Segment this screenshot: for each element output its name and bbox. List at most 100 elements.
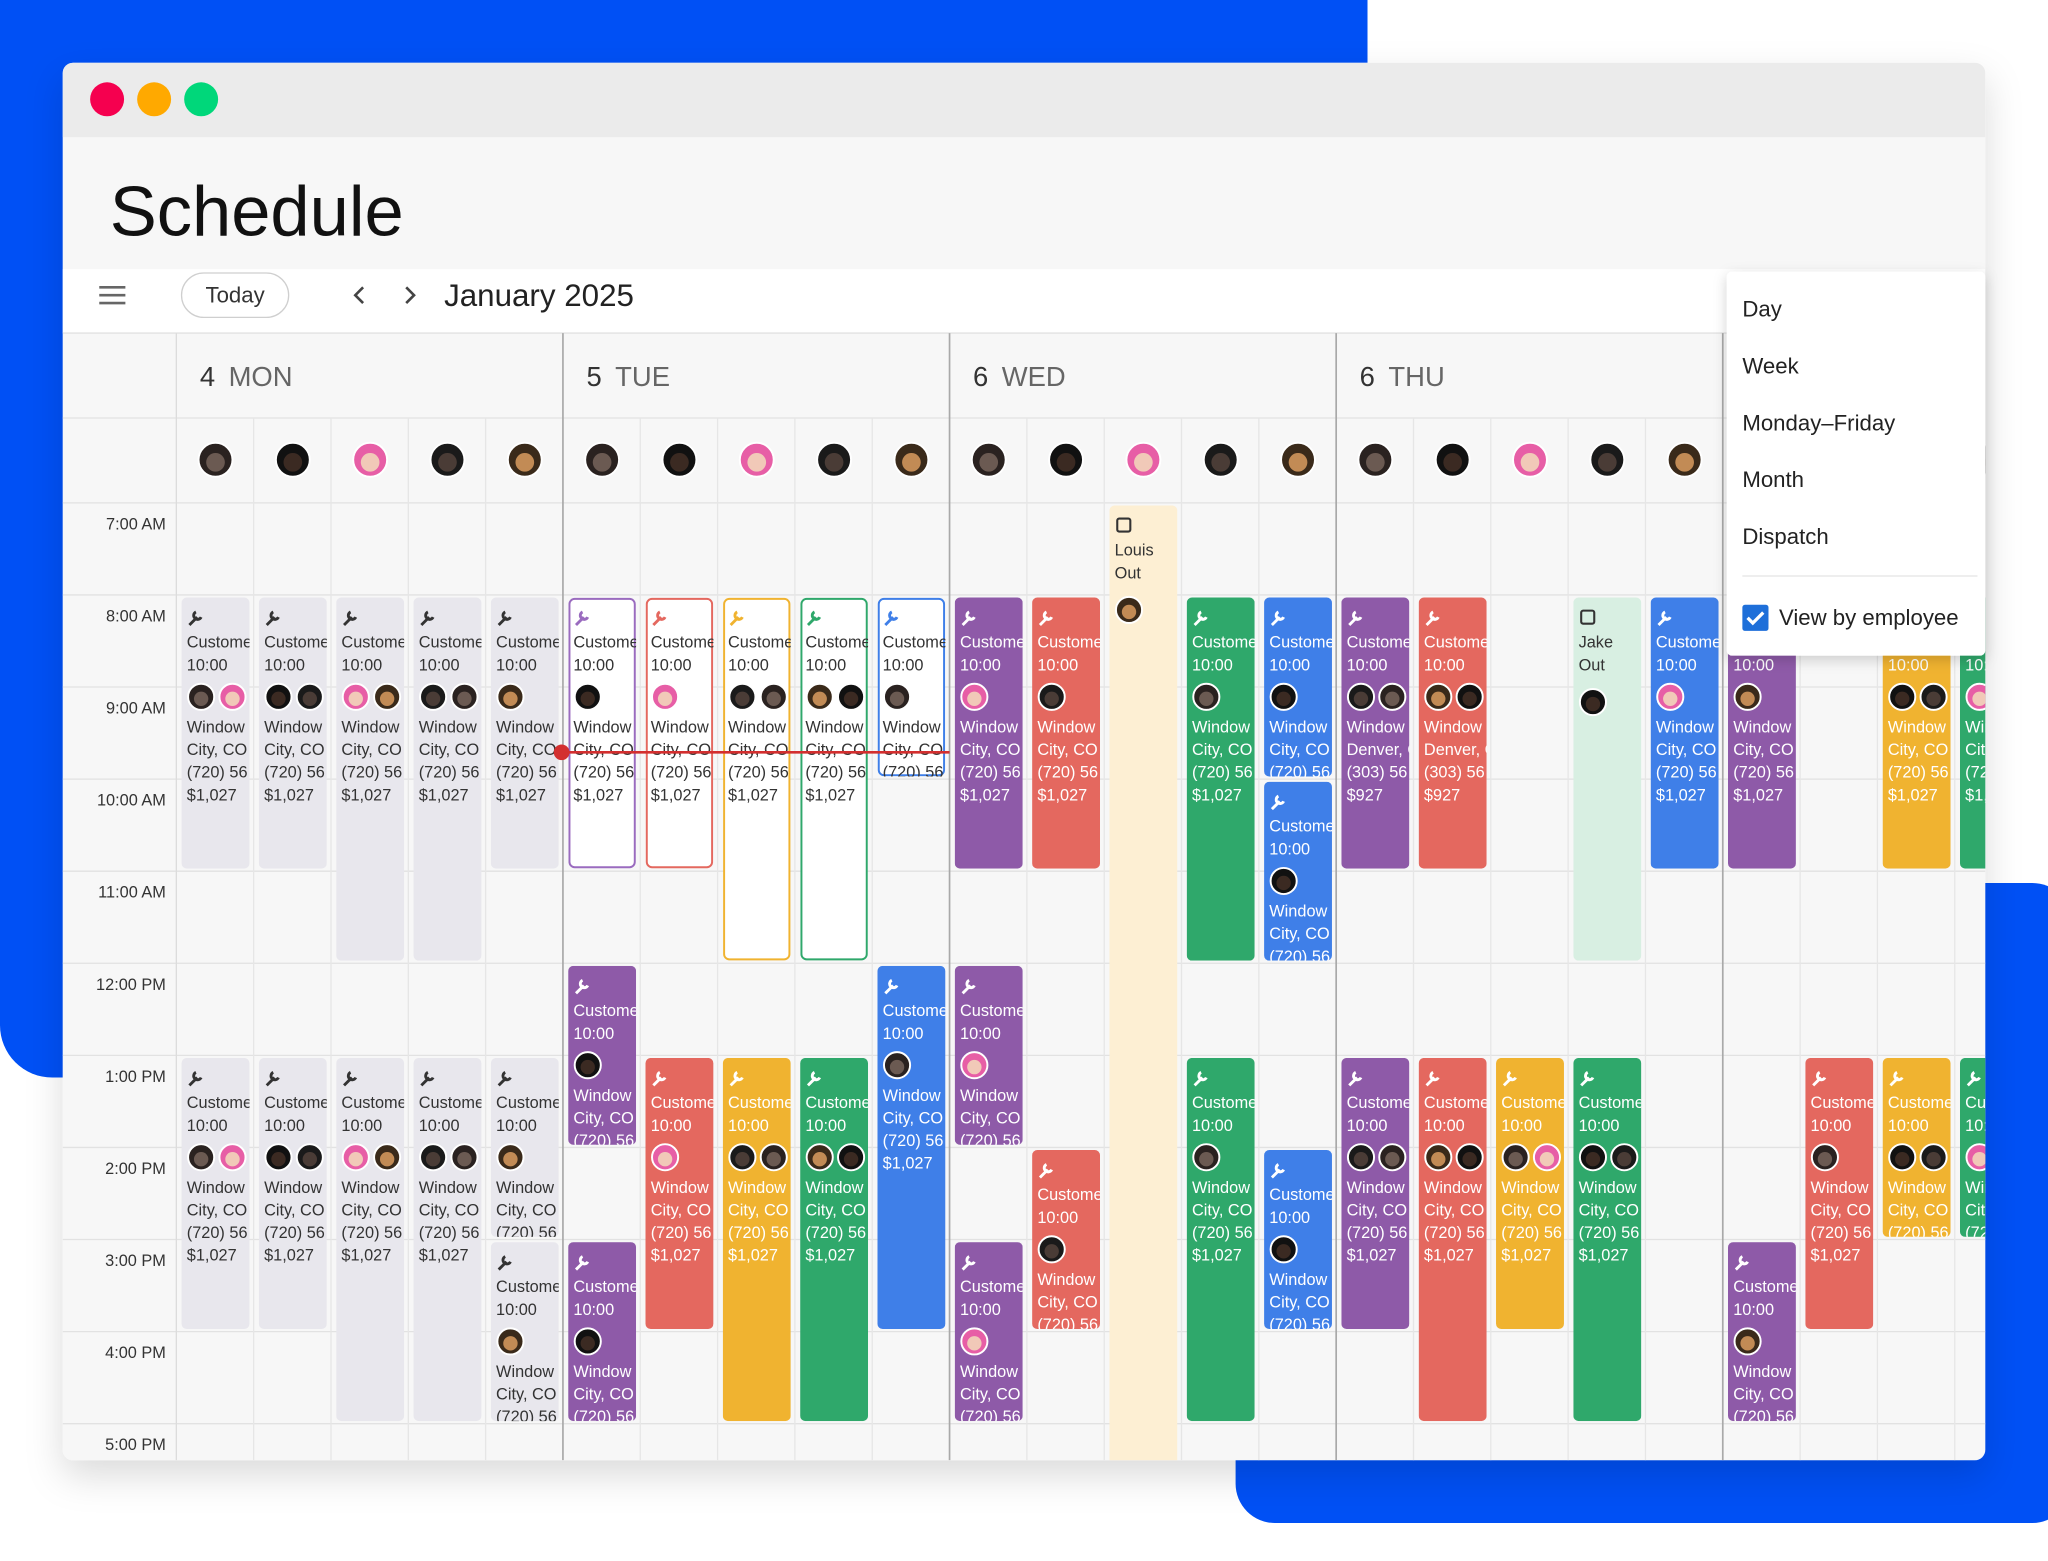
wrench-icon [574,610,590,627]
event-avatar [651,682,680,711]
event-card[interactable]: Custome 10:00 Window City, CO (720) 56 [490,1057,562,1242]
time-label: 7:00 AM [106,515,166,533]
event-text: (720) 56 [1269,764,1330,782]
event-text: City, CO [1192,741,1252,759]
minimize-button[interactable] [137,82,172,117]
event-text: 10:00 [496,1117,537,1135]
event-text: City, CO [883,741,943,759]
event-text: (720) 56 [1501,1224,1562,1242]
event-card[interactable]: Custome 10:00 Window City, CO (720) 56 [1264,781,1335,966]
close-button[interactable] [90,82,125,117]
event-avatar [1424,682,1453,711]
next-button[interactable] [405,286,416,304]
avatar-face [225,1152,240,1167]
event-card[interactable]: Custome 10:00 Window Denver, C (303) 56 $927 [1341,597,1420,869]
view-menu: View by employee Day Week Monday–Friday Mon… [1726,271,1986,656]
event-text: Custome [419,1094,484,1112]
event-text: (720) 56 [1192,764,1253,782]
avatar-face [843,691,859,706]
avatar-face [1353,1152,1369,1167]
event-text: (720) 56 [1579,1224,1640,1242]
event-card[interactable]: Jake Out [1573,597,1642,961]
prev-button[interactable] [353,286,365,304]
event-card[interactable]: Louis Out [1109,505,1178,1467]
avatar-face [580,1059,595,1075]
event-card[interactable]: Custome 10:00 Window City, CO (720) 56 [1959,1057,2031,1242]
event-bg [1264,781,1332,961]
event-text: $1,027 [496,786,546,804]
avatar-face [1431,691,1446,706]
menu-item[interactable]: Month [1742,467,1804,492]
event-bg [1805,1057,1874,1329]
menu-item[interactable]: Monday–Friday [1742,410,1896,435]
event-text: City, CO [960,1386,1020,1404]
event-text: $1,027 [1656,786,1706,804]
event-card[interactable]: Custome 10:00 Window City, CO (720) 56 [490,1242,562,1426]
event-text: Window [1192,1179,1250,1197]
event-card[interactable]: Custome 10:00 Window City, CO (720) 56 [1728,1242,1799,1426]
event-text: City, CO [496,1386,556,1404]
event-card[interactable]: Custome 10:00 Window Denver, C (303) 56 $927 [1418,597,1497,869]
event-card[interactable]: Custome 10:00 Window City, CO (720) 56 [568,1242,639,1426]
avatar-face [1585,1152,1601,1167]
menu-item[interactable]: Dispatch [1742,524,1828,549]
event-card[interactable]: Custome 10:00 Window City, CO (720) 56 [954,1242,1026,1426]
event-text: 10:00 [1347,1117,1388,1135]
maximize-button[interactable] [184,82,219,117]
event-card[interactable]: Custome 10:00 Window City, CO (720) 56 [877,597,948,782]
calendar: 7:00 AM 8:00 AM 9:00 AM 10:00 AM 11:00 AM 12:… [62,332,2031,1467]
event-text: $1,027 [264,1247,314,1265]
event-card[interactable]: Custome 10:00 Window City, CO (720) 56 [1882,1057,1954,1242]
event-avatar [373,682,402,711]
menu-button[interactable] [99,286,126,305]
checkbox-label[interactable]: View by employee [1779,605,1959,630]
event-card[interactable]: Custome 10:00 Window City, CO (720) 56 [568,965,639,1150]
event-avatar [187,1143,216,1172]
event-card[interactable]: Custome 10:00 Window City, CO (720) 56 [1264,1150,1335,1334]
checkbox[interactable] [1742,604,1769,631]
avatar-face [1276,691,1291,706]
event-text: Denver, C [1347,741,1420,759]
event-text: 10:00 [1269,656,1310,674]
event-card[interactable]: Custome 10:00 Window City, CO (720) 56 [1264,597,1335,782]
event-text: (720) 56 [728,764,789,782]
menu-item[interactable]: Day [1742,297,1782,322]
event-card[interactable]: Custome 10:00 Window City, CO (720) 56 [954,965,1026,1150]
event-bg [1418,597,1487,869]
event-text: $1,027 [805,1247,855,1265]
event-avatar [883,682,912,711]
event-text: (720) 56 [1965,764,2026,782]
menu-item[interactable]: Week [1742,354,1799,379]
today-button[interactable] [180,272,290,319]
event-card[interactable]: Custome 10:00 Window City, CO (720) 56 [1032,1150,1103,1334]
event-text: (720) 56 [264,764,325,782]
